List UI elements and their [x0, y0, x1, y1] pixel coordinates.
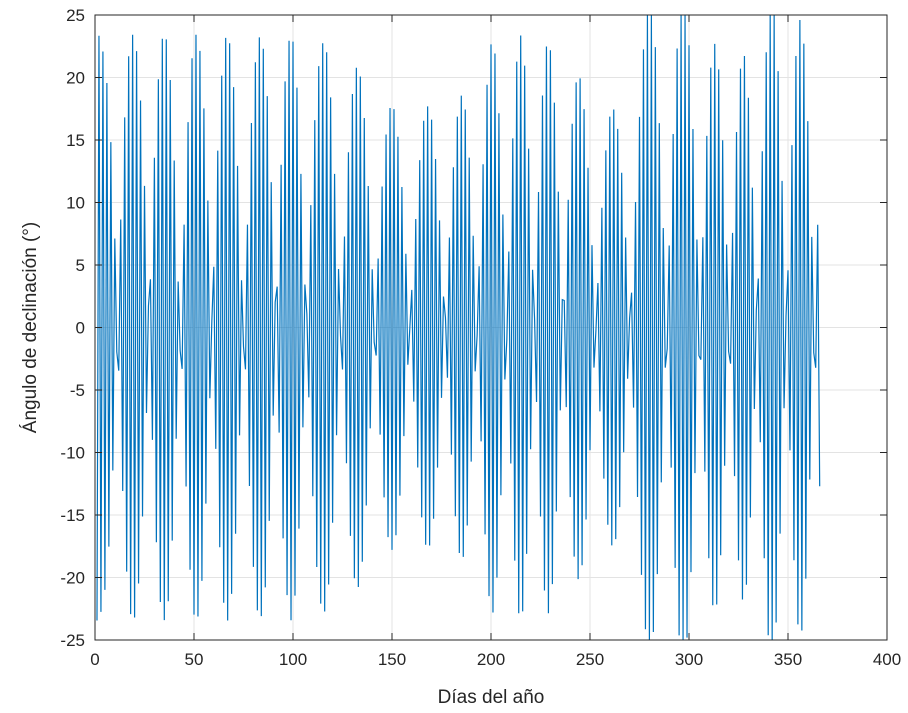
- x-tick-label: 350: [774, 650, 802, 669]
- series-group: [96, 14, 821, 641]
- x-tick-label: 400: [873, 650, 901, 669]
- x-tick-label: 150: [378, 650, 406, 669]
- y-tick-label: 0: [76, 319, 85, 338]
- y-tick-label: 10: [66, 194, 85, 213]
- x-tick-label: 0: [90, 650, 99, 669]
- series-line-0: [96, 14, 821, 641]
- axis-ticks: [94, 14, 888, 641]
- x-tick-label: 50: [185, 650, 204, 669]
- y-axis-title: Ángulo de declinación (°): [20, 222, 41, 433]
- x-tick-label: 250: [576, 650, 604, 669]
- x-tick-label: 300: [675, 650, 703, 669]
- y-tick-label: 5: [76, 256, 85, 275]
- x-tick-label: 200: [477, 650, 505, 669]
- y-tick-label: -15: [60, 506, 85, 525]
- y-tick-label: 25: [66, 6, 85, 25]
- x-tick-label: 100: [279, 650, 307, 669]
- y-tick-label: 20: [66, 69, 85, 88]
- y-tick-label: 15: [66, 131, 85, 150]
- y-tick-label: -5: [70, 381, 85, 400]
- y-tick-label: -10: [60, 444, 85, 463]
- x-axis-title: Días del año: [438, 687, 545, 708]
- y-tick-label: -20: [60, 569, 85, 588]
- tick-labels: 0 50 100 150 200 250 300 350 400 -25 -20 -15 -10 -5 0 5…: [60, 6, 901, 669]
- y-tick-label: -25: [60, 631, 85, 650]
